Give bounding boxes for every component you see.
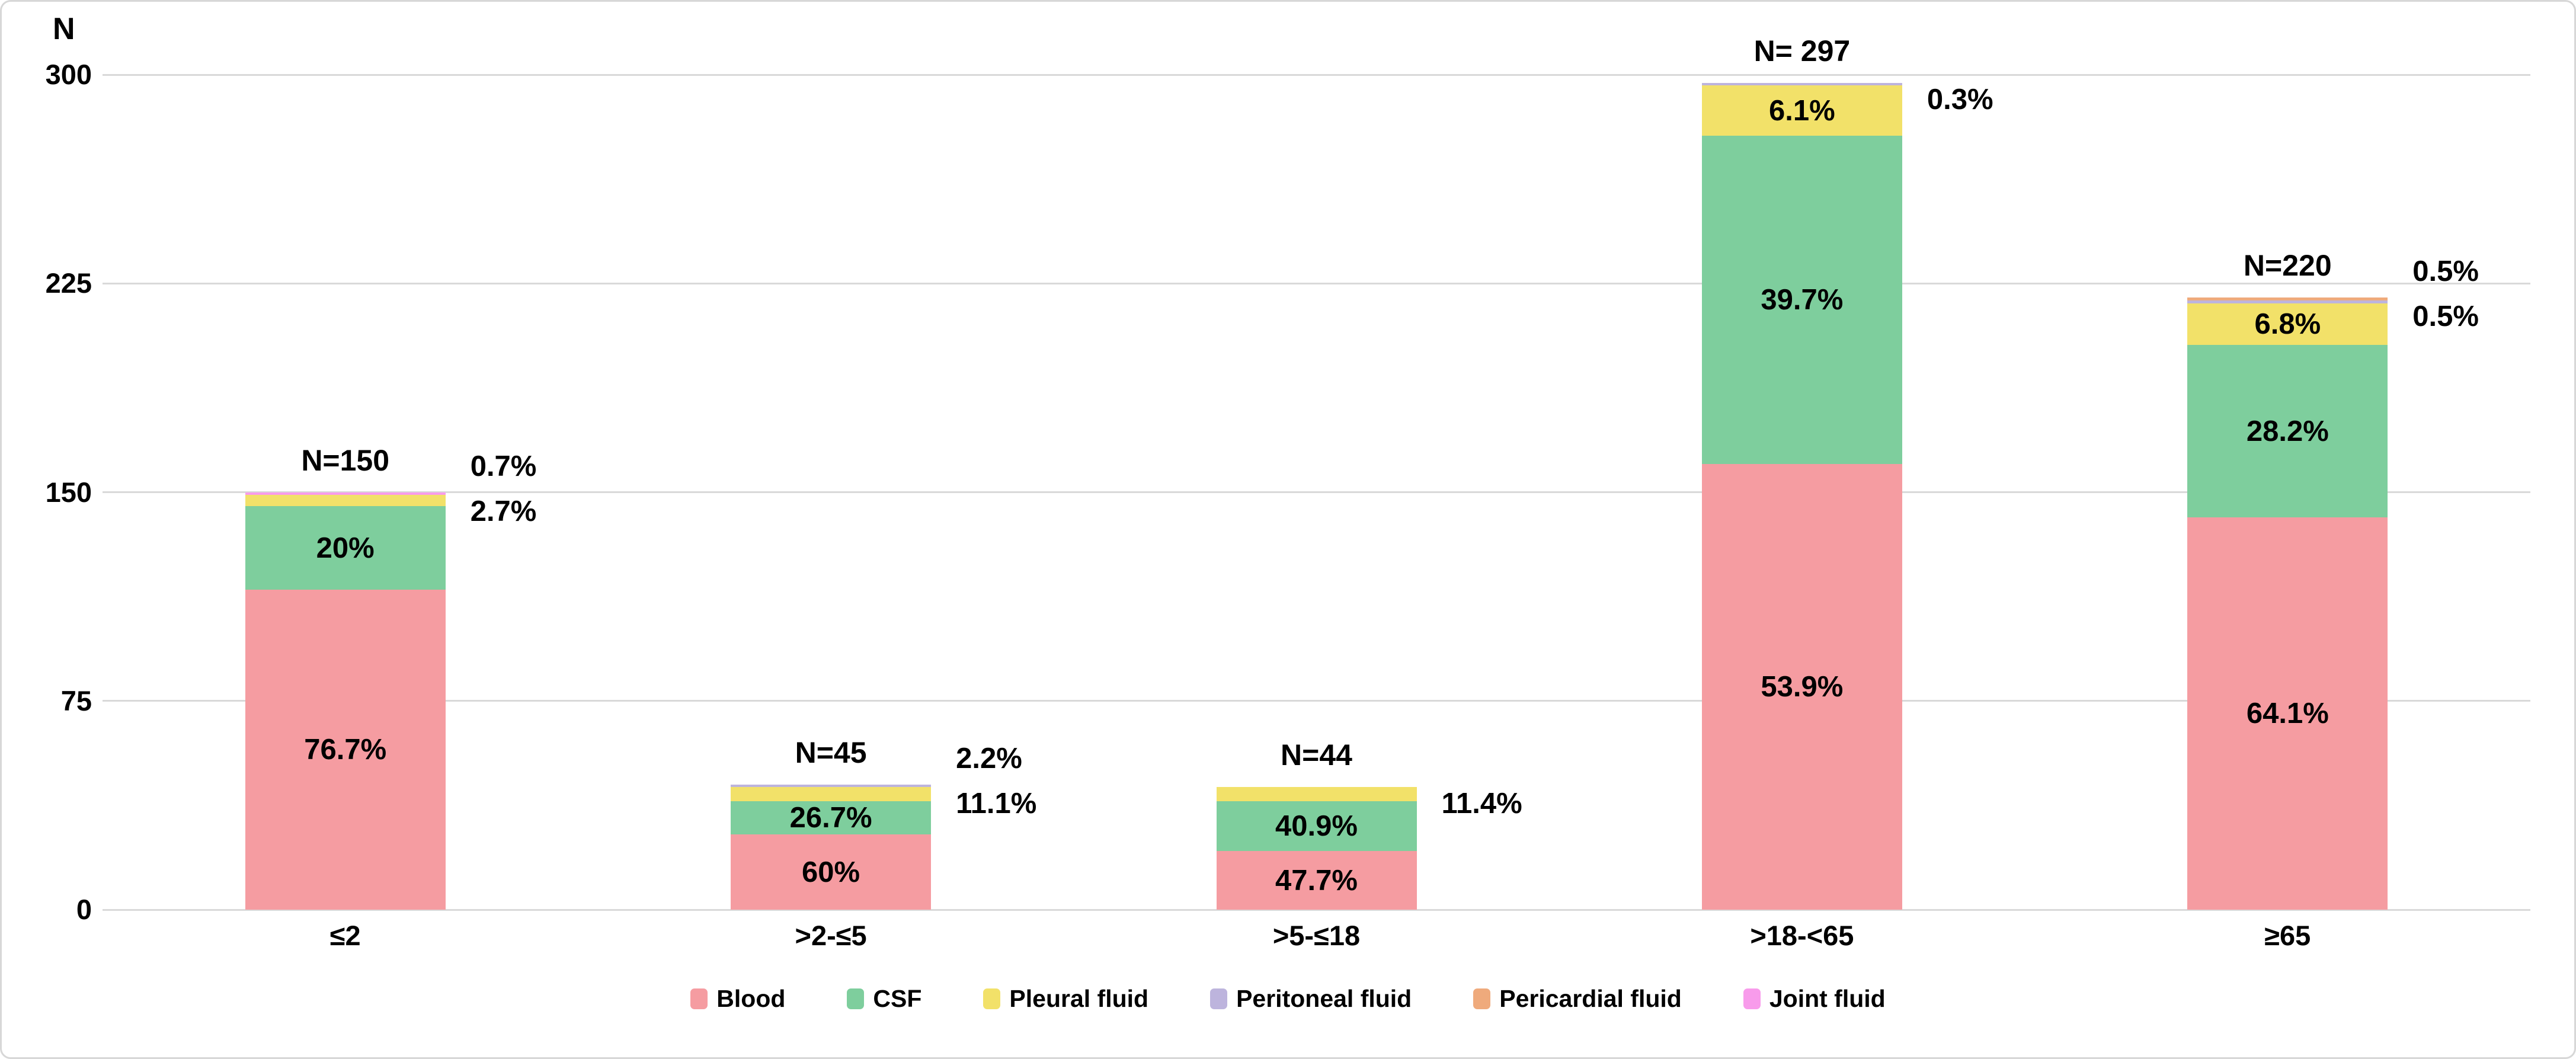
bar-segment-blood: 47.7% bbox=[1216, 851, 1417, 910]
bar-n-label: N=220 bbox=[2243, 248, 2332, 282]
bar-18-65: 53.9% 39.7% 6.1% bbox=[1701, 83, 1902, 910]
legend-marker-pericardial-fluid bbox=[1473, 988, 1491, 1009]
bar-segment-csf: 40.9% bbox=[1216, 801, 1417, 852]
segment-side-label-joint-fluid: 0.7% bbox=[470, 450, 537, 482]
y-tick-label: 225 bbox=[45, 267, 92, 299]
legend-item-pericardial-fluid: Pericardial fluid bbox=[1473, 984, 1682, 1013]
segment-label: 26.7% bbox=[789, 801, 872, 834]
legend-marker-csf bbox=[847, 988, 865, 1009]
bar-segment-peritoneal-fluid bbox=[2187, 300, 2388, 304]
x-axis-label-18-65: >18-<65 bbox=[1750, 920, 1854, 951]
bar-segment-blood: 60% bbox=[731, 834, 932, 910]
segment-label: 39.7% bbox=[1761, 284, 1844, 316]
bar-n-label: N=150 bbox=[301, 443, 390, 477]
legend-label: Peritoneal fluid bbox=[1236, 985, 1412, 1012]
segment-side-label-pleural-fluid: 2.7% bbox=[470, 495, 537, 527]
y-tick-label: 75 bbox=[60, 684, 92, 716]
segment-side-label-pleural-fluid: 11.4% bbox=[1441, 788, 1522, 820]
legend-marker-pleural-fluid bbox=[983, 988, 1001, 1009]
bar-segment-csf: 39.7% bbox=[1701, 136, 1902, 465]
segment-side-label-pericardial-fluid: 0.5% bbox=[2412, 255, 2479, 287]
x-axis-label-65: ≥65 bbox=[2264, 920, 2311, 951]
segment-side-label-peritoneal-fluid: 0.3% bbox=[1927, 84, 1993, 116]
bar-segment-pleural-fluid: 6.1% bbox=[1701, 85, 1902, 136]
bar-2: 76.7% 20% bbox=[245, 492, 446, 910]
gridline-225 bbox=[103, 282, 2530, 284]
bar-65: 64.1% 28.2% 6.8% bbox=[2187, 297, 2388, 910]
bar-segment-blood: 76.7% bbox=[245, 590, 446, 910]
legend: Blood CSF Pleural fluid Peritoneal fluid Per… bbox=[2, 984, 2574, 1013]
bar-segment-pleural-fluid bbox=[731, 787, 932, 801]
bar-segment-peritoneal-fluid bbox=[731, 784, 932, 788]
x-axis-label-2: ≤2 bbox=[329, 920, 361, 951]
segment-label: 6.1% bbox=[1769, 94, 1835, 127]
segment-label: 20% bbox=[316, 532, 375, 564]
legend-label: Pleural fluid bbox=[1009, 985, 1149, 1012]
bar-segment-pleural-fluid bbox=[245, 495, 446, 507]
legend-label: Pericardial fluid bbox=[1499, 985, 1682, 1012]
segment-side-label-peritoneal-fluid: 2.2% bbox=[956, 742, 1022, 775]
legend-item-joint-fluid: Joint fluid bbox=[1743, 984, 1886, 1013]
y-tick-label: 300 bbox=[45, 59, 92, 90]
legend-label: CSF bbox=[873, 985, 922, 1012]
bar-segment-csf: 28.2% bbox=[2187, 345, 2388, 518]
bar-n-label: N=44 bbox=[1281, 738, 1352, 772]
segment-side-label-pleural-fluid: 11.1% bbox=[956, 787, 1037, 820]
y-tick-label: 150 bbox=[45, 476, 92, 508]
legend-label: Blood bbox=[716, 985, 786, 1012]
x-axis-label-5-18: >5-≤18 bbox=[1272, 920, 1361, 951]
bar-segment-joint-fluid bbox=[245, 492, 446, 495]
gridline-300 bbox=[103, 73, 2530, 76]
x-axis-label-2-5: >2-≤5 bbox=[795, 920, 867, 951]
bar-n-label: N= 297 bbox=[1753, 34, 1851, 68]
legend-item-peritoneal-fluid: Peritoneal fluid bbox=[1210, 984, 1412, 1013]
gridline-75 bbox=[103, 700, 2530, 702]
legend-label: Joint fluid bbox=[1769, 985, 1886, 1012]
y-axis-title: N bbox=[53, 12, 75, 46]
bar-2-5: 60% 26.7% bbox=[731, 784, 932, 910]
legend-marker-blood bbox=[690, 988, 708, 1009]
legend-item-pleural-fluid: Pleural fluid bbox=[983, 984, 1148, 1013]
bar-segment-peritoneal-fluid bbox=[1701, 83, 1902, 86]
legend-item-csf: CSF bbox=[847, 984, 921, 1013]
segment-label: 60% bbox=[802, 856, 860, 888]
bar-segment-pleural-fluid: 6.8% bbox=[2187, 303, 2388, 345]
segment-label: 76.7% bbox=[304, 734, 387, 766]
segment-label: 28.2% bbox=[2246, 415, 2329, 447]
plot-area: 76.7% 20% 60% 26.7% 47.7% 40.9% 53.9% 39.7% 6.1%… bbox=[103, 73, 2530, 911]
bar-segment-blood: 53.9% bbox=[1701, 464, 1902, 910]
segment-label: 47.7% bbox=[1275, 864, 1358, 897]
y-tick-label: 0 bbox=[76, 894, 92, 925]
legend-marker-peritoneal-fluid bbox=[1210, 988, 1228, 1009]
bar-5-18: 47.7% 40.9% bbox=[1216, 787, 1417, 910]
segment-label: 64.1% bbox=[2246, 698, 2329, 730]
bar-segment-pleural-fluid bbox=[1216, 787, 1417, 801]
segment-side-label-peritoneal-fluid: 0.5% bbox=[2412, 300, 2479, 332]
gridline-0 bbox=[103, 908, 2530, 911]
bar-segment-pericardial-fluid bbox=[2187, 297, 2388, 300]
segment-label: 40.9% bbox=[1275, 810, 1358, 843]
gridline-150 bbox=[103, 491, 2530, 493]
segment-label: 6.8% bbox=[2254, 308, 2321, 341]
bar-n-label: N=45 bbox=[795, 735, 867, 769]
legend-item-blood: Blood bbox=[690, 984, 785, 1013]
segment-label: 53.9% bbox=[1761, 671, 1844, 703]
bar-segment-csf: 20% bbox=[245, 506, 446, 590]
bar-segment-blood: 64.1% bbox=[2187, 517, 2388, 910]
legend-marker-joint-fluid bbox=[1743, 988, 1761, 1009]
bar-segment-csf: 26.7% bbox=[731, 801, 932, 835]
